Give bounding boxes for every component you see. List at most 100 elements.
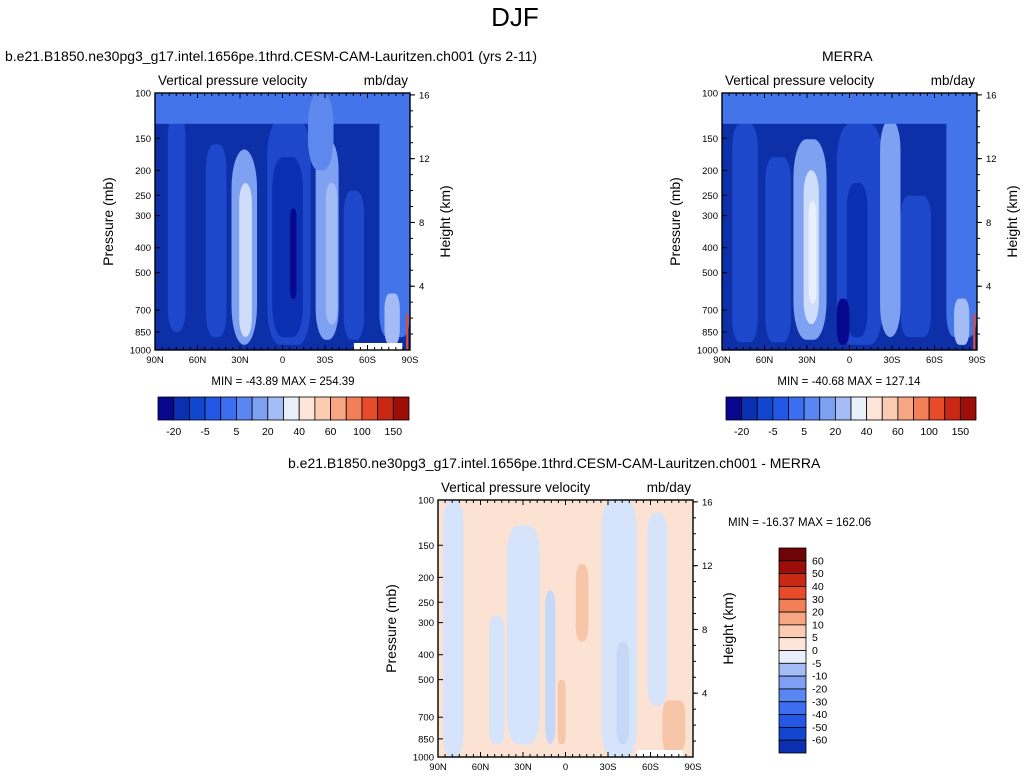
- colorbar-label: -50: [812, 722, 827, 734]
- field-region: [880, 118, 901, 338]
- colorbar-box: [267, 396, 284, 421]
- colorbar-box: [928, 396, 946, 421]
- y-tick-label: 300: [418, 618, 434, 629]
- colorbar-box: [204, 396, 222, 421]
- colorbar-label: 150: [952, 426, 970, 438]
- colorbar-box: [756, 396, 774, 421]
- field-region: [506, 525, 540, 745]
- y-tick-label: 150: [135, 134, 151, 145]
- y-tick-label: 1000: [413, 753, 434, 764]
- min-max-stats: MIN = -16.37 MAX = 162.06: [728, 517, 871, 529]
- colorbar-box: [220, 396, 237, 421]
- y-tick-label: 100: [135, 89, 151, 100]
- colorbar-label: -5: [200, 426, 209, 438]
- y-right-tick-label: 12: [986, 154, 997, 165]
- x-tick-label: 60S: [359, 355, 376, 366]
- colorbar-box: [157, 396, 175, 421]
- colorbar-label: 150: [385, 426, 403, 438]
- colorbar-1: -20 -5 5 20 40 60 100 150: [157, 396, 410, 438]
- field-region: [836, 298, 850, 345]
- field-region: [808, 200, 817, 304]
- colorbar-box: [772, 396, 789, 421]
- colorbar-label: 50: [812, 568, 824, 580]
- y-right-tick-label: 12: [702, 561, 713, 572]
- field-region: [545, 589, 556, 745]
- panel-left-label: Vertical pressure velocity: [158, 73, 308, 88]
- field-region: [765, 157, 791, 343]
- colorbar-box: [392, 396, 410, 421]
- colorbar-box: [778, 547, 807, 562]
- field-region: [946, 105, 977, 338]
- y-tick-label: 150: [702, 134, 718, 145]
- panel2-title: MERRA: [822, 48, 873, 64]
- colorbar-box: [778, 726, 807, 741]
- field-region: [239, 182, 252, 338]
- panel-left-label: Vertical pressure velocity: [441, 480, 591, 495]
- colorbar-label: 60: [325, 426, 337, 438]
- colorbar-2: -20 -5 5 20 40 60 100 150: [725, 396, 977, 438]
- colorbar-label: -5: [812, 658, 821, 670]
- colorbar-label: -20: [166, 426, 181, 438]
- min-max-stats: MIN = -43.89 MAX = 254.39: [211, 376, 354, 388]
- field-region: [384, 293, 400, 345]
- y-tick-label: 150: [418, 541, 434, 552]
- colorbar-box: [188, 396, 206, 421]
- colorbar-box: [778, 598, 807, 613]
- colorbar-box: [778, 739, 807, 754]
- y-tick-label: 250: [418, 598, 434, 609]
- colorbar-label: 100: [353, 426, 371, 438]
- y-right-tick-label: 16: [419, 90, 430, 101]
- x-tick-label: 90S: [685, 762, 702, 773]
- colorbar-box: [850, 396, 868, 421]
- colorbar-box: [778, 714, 807, 728]
- y-right-axis-title: Height (km): [1004, 185, 1020, 257]
- colorbar-box: [778, 586, 807, 600]
- y-axis-title: Pressure (mb): [667, 177, 683, 266]
- colorbar-label: 0: [812, 645, 818, 657]
- min-max-stats: MIN = -40.68 MAX = 127.14: [777, 376, 921, 388]
- panel-1: 90N 60N 30N 0 30S 60S 90S 100 150 200 250 300 400 500…: [100, 73, 453, 388]
- colorbar-box: [741, 396, 758, 421]
- colorbar-box: [881, 396, 899, 421]
- colorbar-label: 5: [801, 426, 807, 438]
- colorbar-label: 20: [262, 426, 274, 438]
- x-tick-label: 0: [563, 762, 568, 773]
- x-tick-label: 30S: [884, 355, 901, 366]
- colorbar-label: 5: [234, 426, 240, 438]
- y-tick-label: 850: [418, 734, 434, 745]
- field-region: [732, 123, 758, 343]
- colorbar-label: -20: [734, 426, 749, 438]
- y-tick-label: 300: [702, 211, 718, 222]
- y-right-tick-label: 8: [419, 218, 424, 229]
- x-tick-label: 90S: [969, 355, 986, 366]
- field-region: [325, 182, 338, 325]
- colorbar-label: -20: [812, 683, 827, 695]
- colorbar-label: -10: [812, 671, 827, 683]
- y-tick-label: 200: [135, 166, 151, 177]
- field-1: [155, 93, 410, 350]
- x-tick-label: 60S: [642, 762, 659, 773]
- colorbar-box: [283, 396, 300, 421]
- colorbar-box: [778, 650, 807, 664]
- y-right-tick-label: 8: [986, 218, 991, 229]
- colorbar-label: -5: [768, 426, 777, 438]
- x-tick-label: 60N: [472, 762, 490, 773]
- colorbar-box: [778, 688, 807, 703]
- colorbar-box: [377, 396, 394, 421]
- missing-data-patch: [353, 343, 403, 350]
- field-region: [647, 512, 668, 706]
- colorbar-box: [725, 396, 743, 421]
- y-tick-label: 400: [418, 650, 434, 661]
- field-region: [900, 195, 932, 338]
- x-tick-label: 30S: [317, 355, 334, 366]
- field-region: [722, 93, 977, 124]
- x-tick-label: 60N: [756, 355, 774, 366]
- field-region: [557, 679, 566, 745]
- field-region: [272, 157, 303, 338]
- panel1-title: b.e21.B1850.ne30pg3_g17.intel.1656pe.1th…: [5, 48, 538, 64]
- y-right-tick-label: 16: [702, 497, 713, 508]
- colorbar-box: [866, 396, 883, 421]
- x-tick-label: 90N: [146, 355, 164, 366]
